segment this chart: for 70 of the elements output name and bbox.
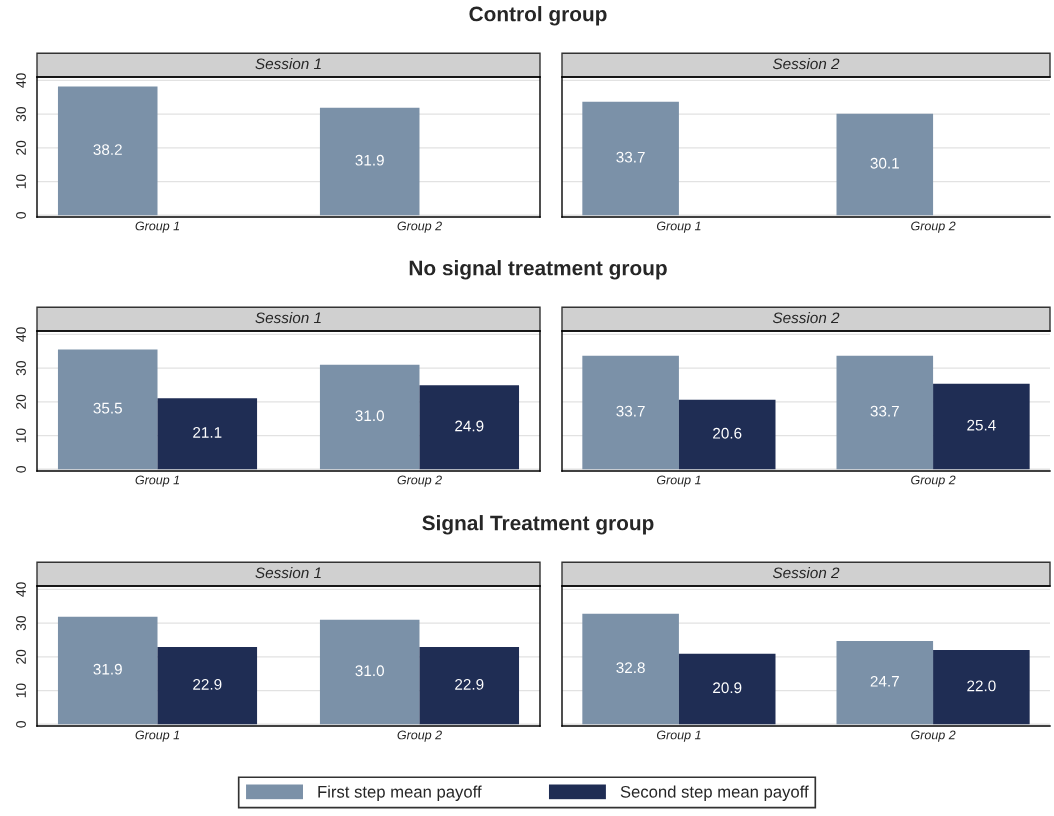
x-tick-label: Group 1: [656, 475, 701, 487]
data-label: 22.9: [455, 678, 484, 690]
chart-title: Signal Treatment group: [422, 515, 654, 535]
y-tick-label: 40: [16, 582, 26, 597]
x-tick-label: Group 2: [911, 475, 956, 487]
data-label: 33.7: [616, 151, 645, 163]
y-tick-label: 0: [16, 465, 26, 473]
x-tick-label: Group 2: [911, 221, 956, 233]
x-tick-label: Group 1: [135, 730, 180, 742]
data-label: 24.7: [870, 675, 899, 687]
bar: [319, 364, 420, 470]
data-label: 25.4: [967, 419, 996, 431]
data-label: 38.2: [93, 144, 122, 155]
chart-subtitle: Session 2: [772, 311, 840, 324]
chart-title: No signal treatment group: [409, 260, 667, 280]
bar: [419, 647, 520, 725]
data-label: 31.9: [355, 154, 384, 166]
bar: [582, 613, 679, 725]
data-label: 31.0: [355, 665, 384, 677]
x-tick-label: Group 2: [397, 730, 442, 742]
bar: [419, 385, 520, 470]
data-label: 32.8: [616, 662, 645, 674]
y-tick-label: 30: [16, 360, 26, 376]
chart-subtitle: Session 1: [255, 566, 321, 579]
bar: [319, 619, 420, 725]
data-label: 30.1: [870, 157, 899, 169]
x-tick-label: Group 1: [135, 475, 180, 487]
legend-label: First step mean payoff: [318, 785, 482, 801]
x-tick-label: Group 2: [397, 475, 442, 487]
data-label: 21.1: [193, 427, 222, 438]
data-label: 33.7: [870, 405, 899, 417]
x-tick-label: Group 1: [656, 730, 701, 742]
bar: [157, 398, 258, 470]
data-label: 31.0: [355, 410, 384, 422]
y-tick-label: 20: [16, 140, 26, 155]
y-tick-label: 10: [16, 428, 26, 443]
y-tick-label: 30: [16, 615, 26, 631]
y-tick-label: 0: [16, 720, 26, 728]
chart-subtitle: Session 1: [255, 57, 321, 70]
x-tick-label: Group 2: [397, 221, 442, 233]
y-tick-label: 40: [16, 327, 26, 342]
y-tick-label: 10: [16, 683, 26, 698]
chart-subtitle: Session 2: [772, 57, 840, 70]
y-tick-label: 0: [16, 211, 26, 219]
legend-label: Second step mean payoff: [620, 785, 809, 801]
x-tick-label: Group 2: [911, 730, 956, 742]
chart-title: Control group: [469, 6, 607, 26]
chart-subtitle: Session 1: [255, 311, 321, 324]
x-tick-label: Group 1: [656, 221, 701, 233]
data-label: 20.9: [713, 682, 742, 694]
bar: [57, 616, 158, 725]
x-tick-label: Group 1: [135, 221, 180, 233]
y-tick-label: 30: [16, 106, 26, 122]
data-label: 33.7: [616, 405, 645, 417]
data-label: 35.5: [93, 402, 122, 414]
y-tick-label: 20: [16, 394, 26, 409]
chart-subtitle: Session 2: [772, 566, 840, 579]
bar: [57, 349, 158, 470]
bar: [933, 650, 1030, 725]
bar: [836, 640, 934, 725]
data-label: 22.0: [967, 680, 996, 692]
y-tick-label: 20: [16, 649, 26, 664]
y-tick-label: 10: [16, 174, 26, 189]
y-tick-label: 40: [16, 73, 26, 88]
bar: [157, 647, 258, 725]
data-label: 24.9: [455, 420, 484, 432]
bar: [678, 653, 776, 725]
data-label: 31.9: [93, 663, 122, 675]
data-label: 22.9: [193, 678, 222, 690]
data-label: 20.6: [713, 427, 742, 439]
